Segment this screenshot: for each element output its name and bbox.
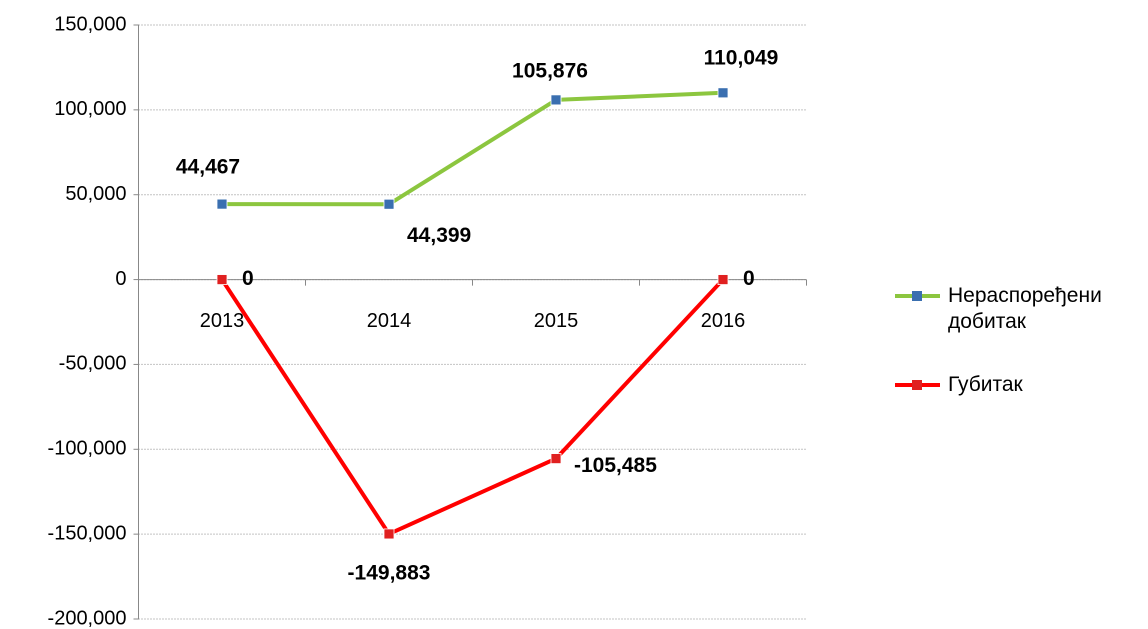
x-tick-label: 2014: [367, 310, 412, 332]
series-line: [221, 90, 724, 207]
data-label: 110,049: [704, 46, 779, 69]
marker: [550, 94, 562, 106]
y-tick-label: -200,000: [48, 607, 127, 629]
legend-label: Губитак: [948, 373, 1023, 396]
series-line: [220, 278, 725, 536]
y-tick-label: 0: [115, 268, 126, 290]
y-tick-label: -50,000: [59, 353, 127, 375]
data-label: 0: [743, 267, 755, 290]
data-label: 105,876: [512, 59, 588, 82]
marker: [383, 198, 395, 210]
x-tick-label: 2013: [200, 310, 245, 332]
data-label: 0: [242, 267, 254, 290]
marker: [216, 274, 228, 285]
x-tick-label: 2015: [534, 310, 579, 332]
legend-label: Нераспоређени добитак: [948, 284, 1102, 333]
y-tick-label: 150,000: [54, 13, 126, 35]
legend-marker: [912, 380, 922, 390]
marker: [383, 528, 395, 540]
y-tick-label: -100,000: [48, 438, 127, 460]
legend-marker: [912, 291, 922, 301]
x-tick-label: 2016: [701, 310, 746, 332]
marker: [216, 198, 228, 210]
y-tick-label: 50,000: [65, 183, 126, 205]
y-tick-label: -150,000: [48, 522, 127, 544]
marker: [717, 274, 729, 285]
data-label: -149,883: [348, 561, 431, 584]
y-tick-label: 100,000: [54, 98, 126, 120]
marker: [717, 87, 729, 99]
data-label: 44,467: [176, 156, 240, 179]
data-label: 44,399: [407, 224, 471, 247]
marker: [550, 453, 562, 464]
data-label: -105,485: [574, 454, 657, 477]
